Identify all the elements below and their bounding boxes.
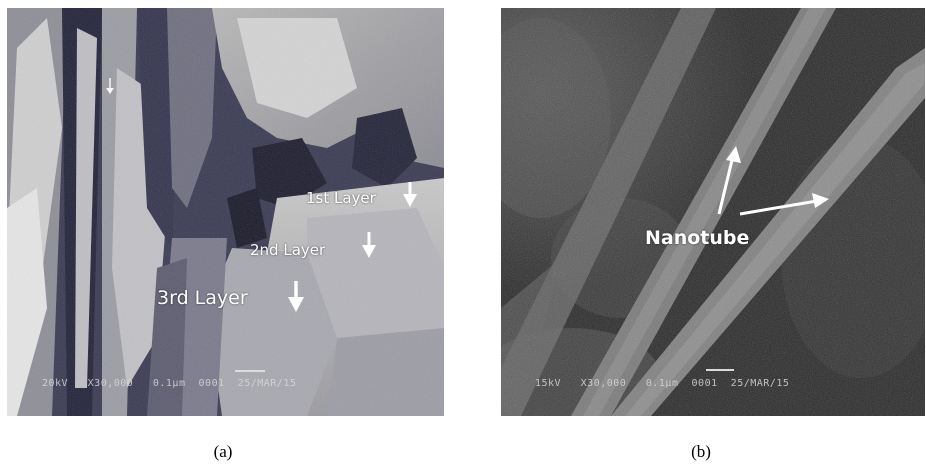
layer2-label: 2nd Layer — [250, 241, 326, 259]
caption-b: (b) — [691, 442, 711, 461]
sem-image-layers — [7, 8, 444, 416]
layer3-arrow-icon — [288, 281, 304, 312]
nanotube-arrow-right-icon — [739, 193, 829, 216]
sem-image-nanotubes-graphic — [501, 8, 925, 416]
nanotube-arrow-up-icon — [717, 146, 741, 215]
panel-a-magnification: X30,000 — [87, 378, 134, 389]
sem-image-layers-graphic — [7, 8, 444, 416]
panel-b-scale: 0.1μm — [645, 378, 679, 389]
panel-a-date: 25/MAR/15 — [237, 378, 297, 389]
panel-a-scale: 0.1μm — [152, 378, 186, 389]
panel-b-number: 0001 — [691, 378, 718, 389]
panel-a-voltage: 20kV — [42, 378, 69, 389]
panel-b-date: 25/MAR/15 — [730, 378, 790, 389]
panel-b-databar: 15kV X30,000 0.1μm 0001 25/MAR/15 — [535, 378, 789, 389]
caption-a: (a) — [213, 442, 233, 461]
layer1-arrow-icon — [403, 182, 417, 207]
sem-image-nanotubes — [501, 8, 925, 416]
nanotube-label: Nanotube — [645, 227, 750, 249]
panel-a-databar: 20kV X30,000 0.1μm 0001 25/MAR/15 — [42, 378, 296, 389]
panel-b-voltage: 15kV — [535, 378, 562, 389]
panel-a-number: 0001 — [198, 378, 225, 389]
layer1-label: 1st Layer — [306, 189, 376, 207]
layer3-label: 3rd Layer — [157, 287, 248, 309]
panel-b-magnification: X30,000 — [580, 378, 627, 389]
layer2-arrow-icon — [362, 232, 376, 258]
